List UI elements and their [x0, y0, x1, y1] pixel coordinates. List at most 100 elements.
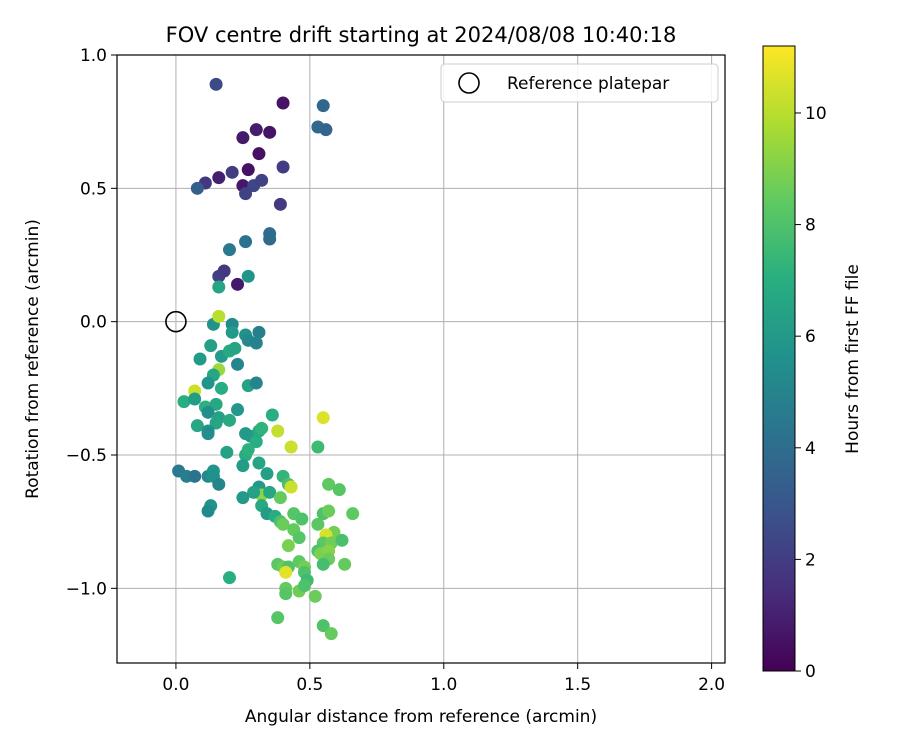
legend-marker: [458, 72, 480, 94]
colorbar-label: Hours from first FF file: [843, 264, 863, 454]
reference-point: [165, 310, 187, 333]
data-point-68: [271, 424, 285, 438]
data-point-17: [239, 187, 253, 201]
data-point-71: [241, 443, 255, 457]
data-point-138: [316, 619, 330, 633]
data-point-84: [260, 467, 274, 481]
data-point-58: [209, 416, 223, 430]
data-point-115: [335, 533, 349, 547]
data-point-12: [212, 171, 226, 185]
data-point-37: [204, 339, 218, 353]
x-tick-label-2: 1.0: [430, 675, 457, 695]
data-point-137: [271, 611, 285, 625]
data-point-36: [249, 336, 263, 350]
data-point-57: [231, 403, 245, 417]
data-point-10: [241, 163, 255, 177]
colorbar-tick-label-4: 8: [805, 216, 816, 236]
data-point-11: [276, 160, 290, 174]
data-point-28: [212, 280, 226, 294]
data-point-21: [263, 232, 277, 246]
data-point-66: [255, 421, 269, 435]
data-point-59: [190, 419, 204, 433]
data-point-56: [222, 413, 236, 427]
x-tick-label-4: 2.0: [698, 675, 725, 695]
data-point-108: [322, 504, 336, 518]
data-point-61: [201, 427, 215, 441]
data-point-91: [263, 485, 277, 499]
y-axis-ticks: 1.0 0.5 0.0 −0.5 −1.0: [66, 46, 117, 599]
data-point-53: [209, 397, 223, 411]
data-point-7: [319, 123, 333, 137]
data-point-104: [292, 531, 306, 545]
data-point-23: [222, 243, 236, 257]
y-tick-label-2: 0.0: [80, 313, 107, 333]
data-point-4: [249, 123, 263, 137]
colorbar-tick-label-1: 2: [805, 550, 816, 570]
colorbar-ticks: 0 2 4 6 8 10: [795, 104, 827, 682]
data-point-51: [188, 392, 202, 406]
data-point-135: [308, 589, 322, 603]
x-tick-label-1: 0.5: [296, 675, 323, 695]
data-point-45: [201, 376, 215, 390]
data-point-139: [324, 627, 338, 641]
data-point-67: [265, 408, 279, 422]
data-point-100: [276, 517, 290, 531]
data-point-64: [249, 435, 263, 449]
colorbar: 0 2 4 6 8 10 Hours from first FF file: [762, 45, 863, 682]
legend-box: [440, 63, 719, 103]
data-point-126: [279, 565, 293, 579]
colorbar-tick-label-3: 6: [805, 327, 816, 347]
data-point-32: [225, 325, 239, 339]
data-point-83: [212, 477, 226, 491]
data-point-50: [177, 395, 191, 409]
data-point-136: [222, 571, 236, 585]
data-point-46: [214, 381, 228, 395]
chart-title: FOV centre drift starting at 2024/08/08 …: [166, 23, 677, 47]
y-tick-label-0: 1.0: [80, 46, 107, 66]
data-point-40: [228, 341, 242, 355]
x-axis-ticks: 0.0 0.5 1.0 1.5 2.0: [162, 663, 725, 695]
data-point-41: [193, 352, 207, 366]
data-point-121: [316, 557, 330, 571]
data-point-3: [236, 131, 250, 145]
data-point-79: [188, 469, 202, 483]
data-point-2: [316, 99, 330, 113]
data-point-26: [231, 277, 245, 291]
data-point-122: [338, 557, 352, 571]
grid-lines: [117, 54, 725, 663]
data-point-76: [316, 411, 330, 425]
y-tick-label-4: −1.0: [66, 579, 107, 599]
data-point-0: [209, 77, 223, 91]
data-point-19: [273, 197, 287, 211]
y-tick-label-3: −0.5: [66, 446, 107, 466]
data-point-54: [201, 405, 215, 419]
y-tick-label-1: 0.5: [80, 179, 107, 199]
colorbar-tick-label-0: 0: [805, 662, 816, 682]
data-point-90: [247, 485, 261, 499]
plot-frame: [116, 54, 726, 664]
data-point-9: [225, 165, 239, 179]
data-point-95: [236, 491, 250, 505]
data-point-1: [276, 96, 290, 110]
data-point-106: [311, 517, 325, 531]
data-point-94: [201, 504, 215, 518]
data-point-25: [217, 264, 231, 278]
data-point-134: [297, 579, 311, 593]
data-point-116: [346, 507, 360, 521]
colorbar-gradient: [762, 45, 796, 672]
data-point-102: [295, 512, 309, 526]
data-point-105: [281, 539, 295, 553]
x-axis-label: Angular distance from reference (arcmin): [245, 707, 597, 727]
data-point-75: [311, 440, 325, 454]
x-tick-label-0: 0.0: [162, 675, 189, 695]
data-point-87: [284, 480, 298, 494]
data-point-35: [252, 325, 266, 339]
data-point-48: [249, 376, 263, 390]
data-point-73: [252, 456, 266, 470]
data-point-109: [322, 477, 336, 491]
data-point-72: [236, 459, 250, 473]
legend-entry-reference: Reference platepar: [507, 74, 669, 94]
data-point-69: [220, 445, 234, 459]
data-point-74: [284, 440, 298, 454]
